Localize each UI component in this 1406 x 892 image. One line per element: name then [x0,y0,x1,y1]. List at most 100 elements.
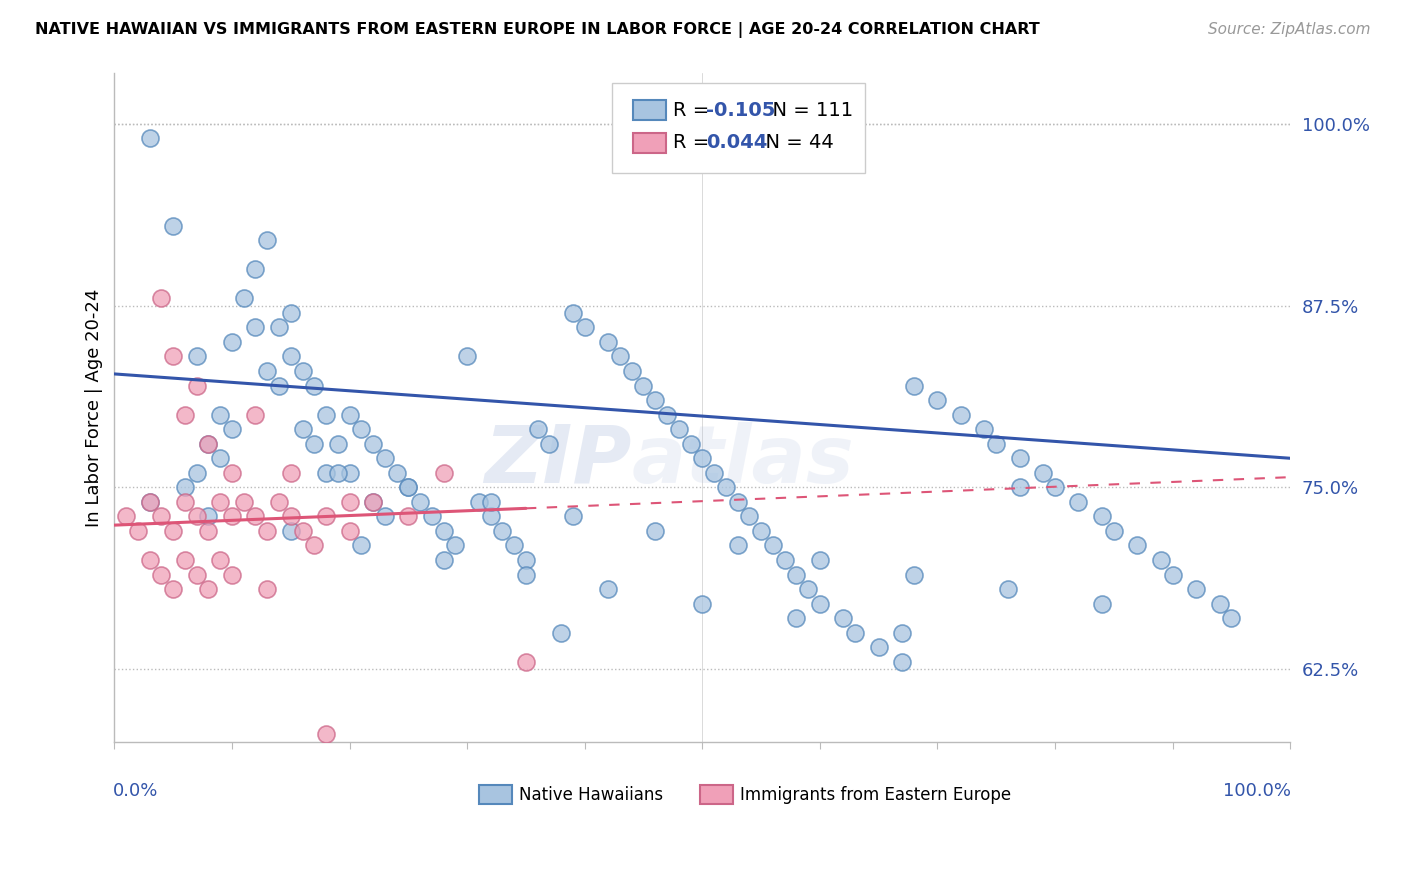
Text: NATIVE HAWAIIAN VS IMMIGRANTS FROM EASTERN EUROPE IN LABOR FORCE | AGE 20-24 COR: NATIVE HAWAIIAN VS IMMIGRANTS FROM EASTE… [35,22,1040,38]
Point [456,786,478,800]
Point [245,509,267,524]
Point [186,378,208,392]
Point [138,553,160,567]
Point [1150,553,1173,567]
Point [396,480,419,494]
Point [714,480,737,494]
FancyBboxPatch shape [612,83,865,173]
Point [221,334,243,349]
Point [1208,597,1230,611]
Point [727,539,749,553]
Point [186,466,208,480]
Point [644,524,666,538]
Point [197,436,219,450]
Text: 0.0%: 0.0% [114,782,159,800]
Point [267,378,290,392]
Y-axis label: In Labor Force | Age 20-24: In Labor Force | Age 20-24 [86,288,103,526]
Text: Source: ZipAtlas.com: Source: ZipAtlas.com [1208,22,1371,37]
Point [245,262,267,277]
Point [280,466,302,480]
Point [280,306,302,320]
Point [396,480,419,494]
Point [797,582,820,596]
Point [186,567,208,582]
Point [1126,539,1149,553]
Text: N = 111: N = 111 [759,101,853,120]
Point [209,408,232,422]
Point [245,408,267,422]
Point [186,350,208,364]
Point [256,524,278,538]
Point [620,364,643,378]
Text: N = 44: N = 44 [752,133,834,152]
Point [150,291,173,305]
Point [127,524,149,538]
Point [479,509,502,524]
Point [903,567,925,582]
Point [315,408,337,422]
Point [891,625,914,640]
Point [433,524,456,538]
Point [844,625,866,640]
Point [550,625,572,640]
Point [973,422,995,436]
Point [526,422,548,436]
Point [186,509,208,524]
Point [280,524,302,538]
Point [361,495,384,509]
Point [326,436,349,450]
Point [232,291,254,305]
Point [561,306,583,320]
Point [808,553,831,567]
Point [315,509,337,524]
Point [773,553,796,567]
Point [291,364,314,378]
Point [986,436,1008,450]
Point [997,582,1019,596]
Point [221,509,243,524]
Point [256,233,278,247]
Point [209,451,232,466]
Point [762,539,785,553]
Point [949,408,972,422]
Text: 100.0%: 100.0% [1223,782,1291,800]
Point [727,495,749,509]
Point [738,509,761,524]
Point [174,553,197,567]
Point [162,350,184,364]
Text: ZIP: ZIP [484,422,631,500]
Point [538,436,561,450]
Point [162,582,184,596]
Point [832,611,855,625]
Point [644,393,666,408]
Point [209,553,232,567]
Point [1091,509,1114,524]
Point [339,466,361,480]
Point [468,495,491,509]
Point [256,582,278,596]
Point [115,509,138,524]
FancyBboxPatch shape [633,101,666,120]
Point [138,495,160,509]
Point [326,466,349,480]
Point [245,320,267,334]
Point [1185,582,1208,596]
Point [304,436,326,450]
Point [515,553,537,567]
Point [1067,495,1090,509]
Point [903,378,925,392]
Point [138,495,160,509]
Text: Immigrants from Eastern Europe: Immigrants from Eastern Europe [740,786,1011,804]
Point [1008,451,1031,466]
Point [1102,524,1125,538]
Point [350,539,373,553]
Point [1220,611,1243,625]
Point [598,334,620,349]
Point [174,480,197,494]
Point [503,539,526,553]
Point [609,350,631,364]
Point [361,756,384,771]
Point [221,422,243,436]
Point [315,727,337,741]
Point [444,539,467,553]
